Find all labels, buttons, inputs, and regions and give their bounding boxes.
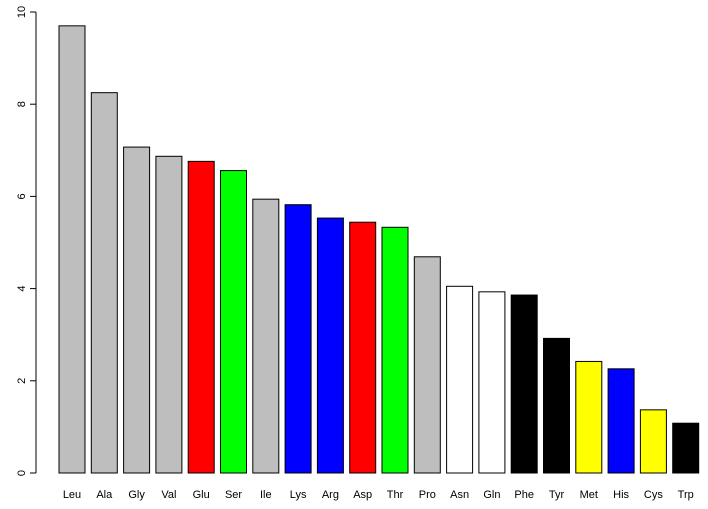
y-tick-label: 0 [16,470,28,476]
category-label: Asp [353,489,372,501]
category-label: Phe [514,489,534,501]
bar-gln [478,291,506,474]
bar-trp [672,422,700,474]
bar-tyr [543,337,570,474]
bar-lys [284,204,312,474]
bar-asp [349,221,377,474]
bar-pro [413,256,441,474]
category-label: Lys [290,489,307,501]
category-label: Gly [128,489,145,501]
bar-arg [316,217,344,474]
category-label: Trp [678,489,694,501]
category-label: Ser [225,489,242,501]
bar-met [575,360,603,474]
bar-leu [58,25,86,474]
y-axis: 0 2 4 6 8 10 [16,6,37,476]
bar-val [155,155,183,474]
category-label: Glu [193,489,210,501]
category-label: Cys [644,489,663,501]
category-label: Pro [419,489,436,501]
category-labels: Leu Ala Gly Val Glu Ser Ile Lys Arg Asp Thr Pro Asn G… [63,489,694,501]
bars [58,25,700,474]
bar-his [607,368,635,474]
bar-gly [123,146,151,474]
bar-thr [381,226,409,474]
category-label: Met [580,489,598,501]
bar-ser [220,170,247,474]
bar-ala [90,92,118,474]
y-tick-label: 2 [16,378,28,384]
bar-asn [446,285,474,474]
category-label: Ala [96,489,113,501]
category-label: Val [161,489,176,501]
y-tick-label: 6 [16,193,28,199]
bar-glu [187,160,215,474]
category-label: Tyr [549,489,565,501]
y-tick-label: 10 [16,6,28,18]
category-label: Thr [387,489,404,501]
category-label: His [613,489,629,501]
bar-cys [639,409,667,474]
y-tick-label: 8 [16,101,28,107]
bar-phe [510,294,538,474]
bar-ile [252,198,280,474]
category-label: Gln [483,489,500,501]
category-label: Ile [260,489,272,501]
category-label: Asn [450,489,469,501]
category-label: Leu [63,489,81,501]
category-label: Arg [322,489,339,501]
y-tick-label: 4 [16,286,28,292]
